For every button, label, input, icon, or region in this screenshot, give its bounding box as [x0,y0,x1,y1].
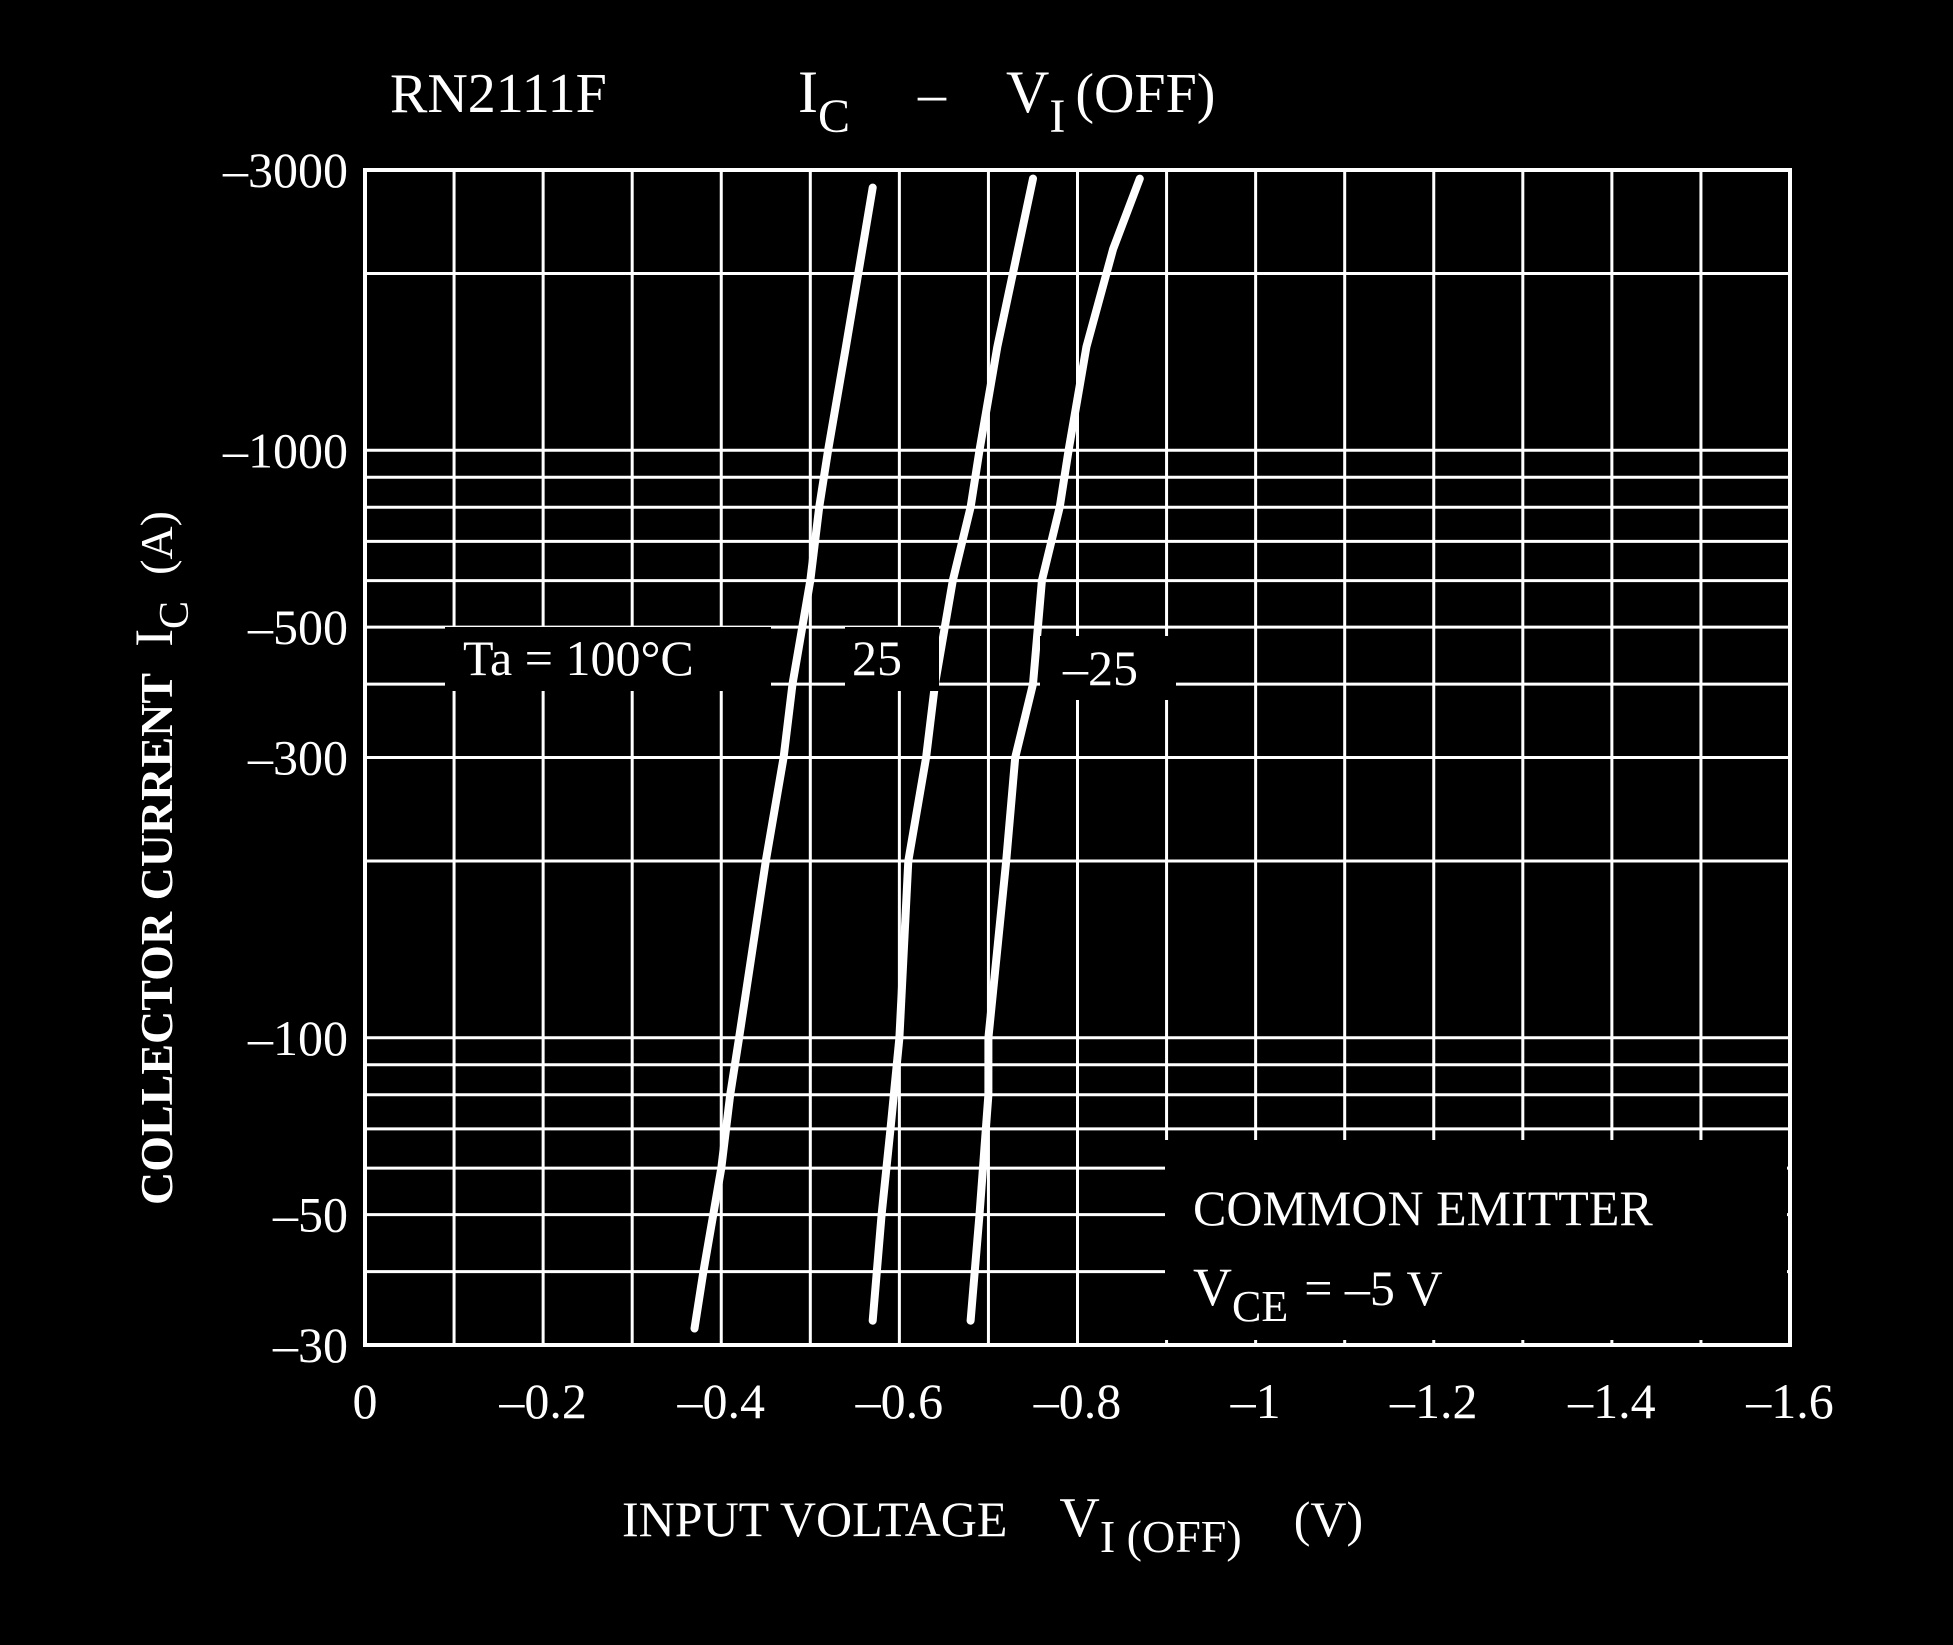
x-tick-label: –0.2 [498,1373,587,1429]
series-labels: Ta = 100°C 25 –25 [463,630,1138,696]
series-label: –25 [1062,640,1138,696]
series-line [690,183,877,1333]
y-tick-label: –500 [247,599,348,655]
annotation-vce: VCE = –5 V [1193,1257,1443,1331]
legend-label-box-100 [445,627,771,691]
x-tick-label: –1.2 [1389,1373,1478,1429]
y-tick-label: –30 [272,1317,348,1373]
series-line [868,174,1037,1325]
y-tick-label: –1000 [222,422,348,478]
legend-label-box-25 [845,627,939,691]
x-tick-label: –1.6 [1745,1373,1834,1429]
ticks: 0 –0.2 –0.4 –0.6 –0.8 –1 –1.2 –1.4 –1.6 –30 –50 –10… [222,142,1834,1429]
annotation-common-emitter: COMMON EMITTER [1193,1180,1653,1236]
y-tick-label: –300 [247,730,348,786]
x-tick-label: –0.8 [1033,1373,1122,1429]
chart-title-part: RN2111F [390,63,607,125]
annotation-box [1165,1140,1787,1340]
legend-label-box-minus25 [1040,636,1176,700]
y-tick-label: –3000 [222,142,348,198]
chart-title-dash: – [917,63,947,125]
x-tick-label: –0.4 [677,1373,766,1429]
series-layer [690,174,1144,1333]
chart-title-vi: VI (OFF) [1006,59,1215,143]
x-tick-label: 0 [353,1373,378,1429]
y-axis-label: COLLECTOR CURRENTIC(A) [124,511,198,1205]
x-axis-label: INPUT VOLTAGE VI (OFF) (V) [622,1487,1363,1562]
chart-title-ic: IC [798,59,850,143]
series-line [966,174,1144,1325]
series-label: Ta = 100°C [463,630,694,686]
x-tick-label: –1.4 [1567,1373,1656,1429]
x-tick-label: –1 [1230,1373,1281,1429]
x-tick-label: –0.6 [855,1373,944,1429]
y-tick-label: –50 [272,1187,348,1243]
y-tick-label: –100 [247,1010,348,1066]
series-label: 25 [852,630,902,686]
